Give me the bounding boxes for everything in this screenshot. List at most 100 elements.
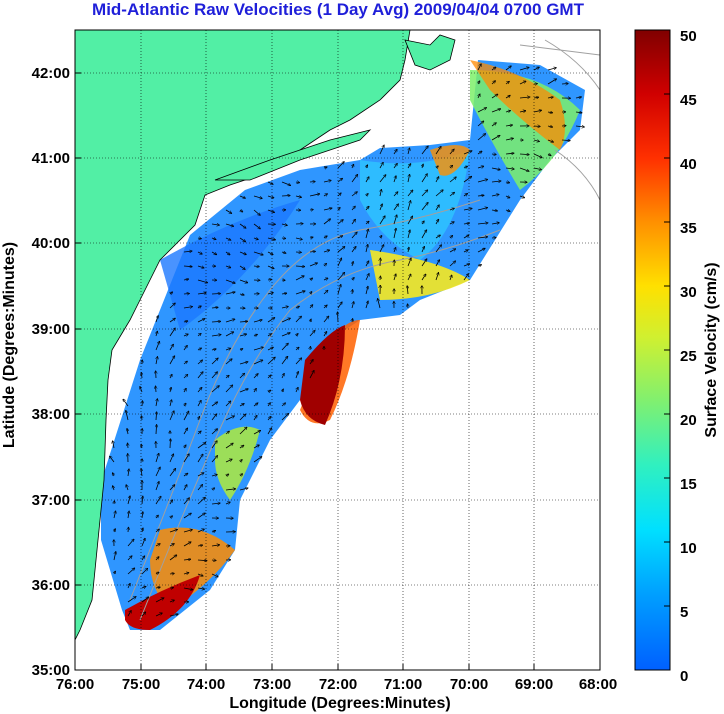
velocity-vector xyxy=(379,175,386,183)
velocity-vector xyxy=(407,216,413,225)
velocity-vector xyxy=(407,258,411,267)
y-tick-label: 36:00 xyxy=(32,577,70,594)
velocity-vector xyxy=(197,497,205,505)
velocity-vector xyxy=(575,97,581,98)
velocity-vector xyxy=(408,304,409,309)
velocity-vector xyxy=(142,401,143,407)
velocity-vector xyxy=(155,613,162,617)
velocity-vector xyxy=(533,67,539,71)
velocity-vector xyxy=(379,245,384,253)
velocity-vector xyxy=(267,293,273,294)
velocity-vector xyxy=(337,247,345,253)
velocity-vector xyxy=(295,238,302,240)
y-tick-label: 42:00 xyxy=(32,65,70,82)
velocity-vector xyxy=(127,556,132,561)
velocity-vector xyxy=(114,511,116,519)
velocity-vector xyxy=(323,250,330,252)
velocity-vector xyxy=(183,485,187,491)
y-tick-label: 40:00 xyxy=(32,235,70,252)
y-tick-label: 35:00 xyxy=(32,662,70,679)
velocity-vector xyxy=(211,429,218,435)
velocity-vector xyxy=(183,266,192,267)
velocity-vector xyxy=(436,166,438,168)
velocity-vector xyxy=(184,445,186,449)
velocity-vector xyxy=(491,81,495,85)
velocity-vector xyxy=(197,348,201,350)
velocity-vector xyxy=(281,196,290,197)
velocity-vector xyxy=(337,285,341,295)
velocity-vector xyxy=(169,544,174,546)
velocity-vector xyxy=(197,252,202,254)
velocity-vector xyxy=(379,145,384,155)
velocity-vector xyxy=(380,276,381,281)
velocity-vector xyxy=(491,181,501,182)
velocity-vector xyxy=(225,502,230,504)
velocity-vector xyxy=(183,346,187,351)
velocity-vector xyxy=(421,259,427,267)
map-area xyxy=(75,30,600,670)
velocity-vector xyxy=(169,344,173,351)
velocity-vector xyxy=(491,94,498,99)
colorbar-tick-label: 40 xyxy=(680,156,697,173)
velocity-vector xyxy=(449,261,456,267)
velocity-vector xyxy=(477,179,488,183)
velocity-vector xyxy=(407,201,411,211)
velocity-vector xyxy=(575,112,582,113)
y-tick-label: 41:00 xyxy=(32,150,70,167)
velocity-vector xyxy=(183,454,189,463)
velocity-vector xyxy=(183,294,189,295)
x-axis-label: Longitude (Degrees:Minutes) xyxy=(229,695,450,712)
velocity-vector xyxy=(183,361,187,365)
velocity-vector xyxy=(253,334,257,336)
chart-title: Mid-Atlantic Raw Velocities (1 Day Avg) … xyxy=(92,0,585,19)
velocity-vector xyxy=(450,236,453,238)
velocity-vector xyxy=(323,305,327,309)
velocity-vector xyxy=(253,431,261,435)
velocity-vector xyxy=(211,335,221,336)
velocity-vector xyxy=(169,303,175,309)
velocity-vector xyxy=(225,401,231,407)
velocity-vector xyxy=(533,153,542,158)
velocity-vector xyxy=(239,195,245,198)
velocity-vector xyxy=(183,542,191,547)
velocity-vector xyxy=(253,195,262,198)
velocity-vector xyxy=(169,500,173,505)
velocity-vector xyxy=(113,473,115,477)
velocity-vector xyxy=(435,177,439,183)
velocity-vector xyxy=(366,165,368,169)
velocity-vector xyxy=(505,153,514,154)
velocity-vector xyxy=(267,347,273,351)
velocity-vector xyxy=(323,332,327,337)
velocity-vector xyxy=(281,403,285,407)
velocity-vector xyxy=(126,485,128,491)
velocity-vector xyxy=(547,68,556,71)
velocity-vector xyxy=(323,278,328,280)
velocity-vector xyxy=(463,176,472,183)
velocity-vector xyxy=(519,81,526,85)
velocity-vector xyxy=(183,279,189,280)
velocity-vector xyxy=(170,374,172,379)
colorbar-tick-label: 45 xyxy=(680,92,697,109)
velocity-vector xyxy=(155,572,159,574)
velocity-patches xyxy=(125,60,580,630)
velocity-vector xyxy=(477,223,488,224)
velocity-vector xyxy=(379,204,382,211)
velocity-vector xyxy=(519,196,525,198)
velocity-vector xyxy=(225,251,230,255)
velocity-vector xyxy=(197,574,203,576)
velocity-vector xyxy=(477,195,484,196)
velocity-vector xyxy=(282,374,284,379)
velocity-vector xyxy=(477,151,482,155)
velocity-vector xyxy=(211,224,219,225)
velocity-vector xyxy=(155,587,160,588)
velocity-vector xyxy=(197,360,202,365)
velocity-vector xyxy=(380,190,381,197)
grid-lines xyxy=(75,30,600,670)
velocity-vector xyxy=(211,414,217,421)
velocity-vector xyxy=(407,286,408,295)
x-tick-label: 72:00 xyxy=(319,676,357,693)
velocity-vector xyxy=(491,123,496,127)
velocity-vector xyxy=(324,263,326,266)
velocity-vector xyxy=(519,67,529,71)
colorbar-label: Surface Velocity (cm/s) xyxy=(703,262,720,437)
